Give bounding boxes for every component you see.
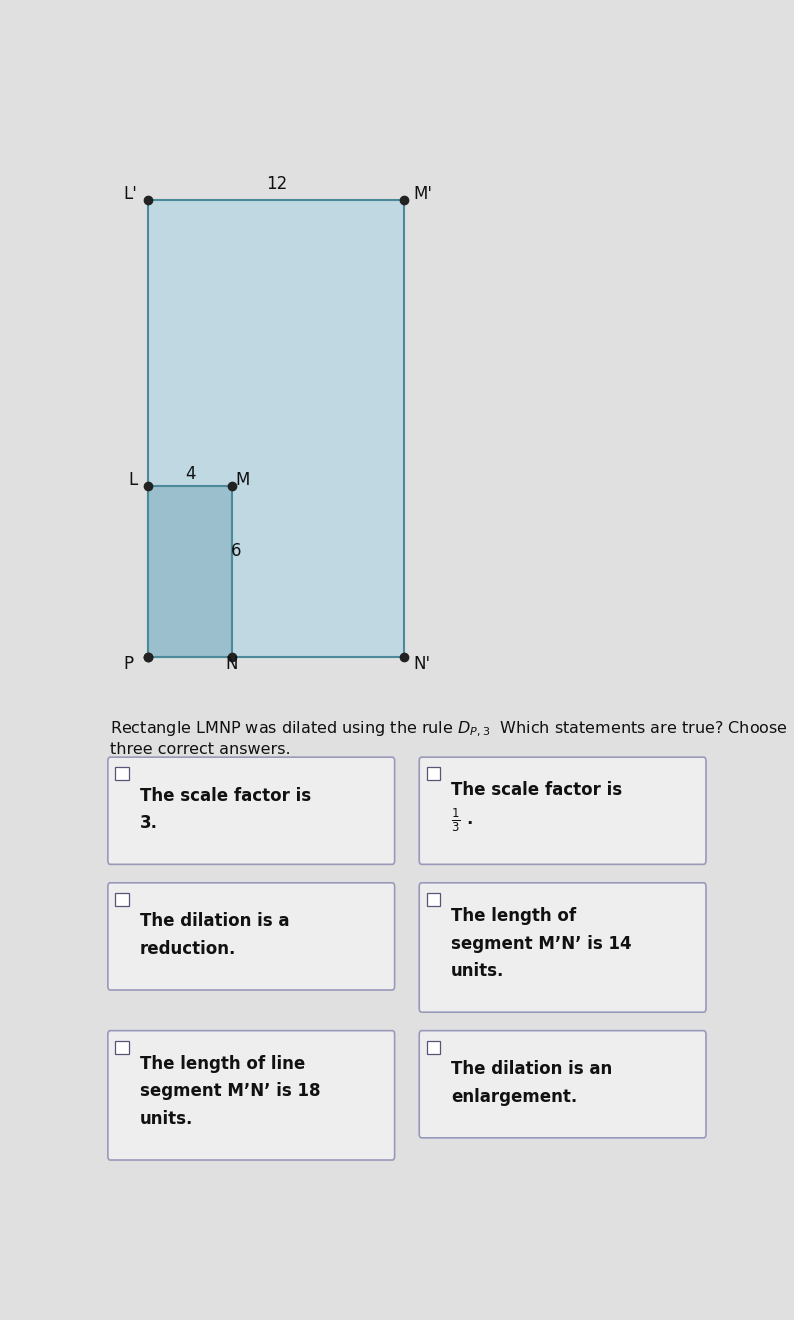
Bar	[115, 767, 129, 780]
Bar	[426, 892, 440, 906]
Text: units.: units.	[451, 962, 505, 981]
Text: L': L'	[124, 185, 137, 202]
Text: M: M	[236, 471, 250, 488]
Text: The scale factor is: The scale factor is	[451, 781, 622, 799]
Text: The length of: The length of	[451, 907, 576, 925]
FancyBboxPatch shape	[419, 758, 706, 865]
Text: The length of line: The length of line	[140, 1055, 305, 1073]
Text: enlargement.: enlargement.	[451, 1088, 577, 1106]
FancyBboxPatch shape	[108, 758, 395, 865]
Text: 12: 12	[266, 176, 287, 193]
Text: The scale factor is: The scale factor is	[140, 787, 311, 805]
Bar	[115, 892, 129, 906]
Bar	[426, 1040, 440, 1053]
Text: The dilation is a: The dilation is a	[140, 912, 289, 931]
Text: 6: 6	[230, 543, 241, 560]
Bar	[148, 487, 232, 657]
Text: three correct answers.: three correct answers.	[110, 742, 291, 758]
Text: P: P	[123, 655, 133, 673]
FancyBboxPatch shape	[108, 1031, 395, 1160]
Text: segment M’N’ is 14: segment M’N’ is 14	[451, 935, 632, 953]
Text: L: L	[128, 471, 137, 488]
FancyBboxPatch shape	[419, 1031, 706, 1138]
Bar	[426, 767, 440, 780]
Text: 4: 4	[185, 466, 195, 483]
FancyBboxPatch shape	[108, 883, 395, 990]
Text: M': M'	[413, 185, 432, 202]
Text: reduction.: reduction.	[140, 940, 237, 958]
Text: N: N	[225, 655, 237, 673]
Bar	[148, 199, 404, 657]
Text: $\frac{1}{3}$ .: $\frac{1}{3}$ .	[451, 807, 473, 834]
Text: The dilation is an: The dilation is an	[451, 1060, 612, 1078]
Bar	[115, 1040, 129, 1053]
Text: N': N'	[413, 655, 430, 673]
Text: Rectangle LMNP was dilated using the rule $D_{P,3}$  Which statements are true? : Rectangle LMNP was dilated using the rul…	[110, 721, 788, 739]
Text: segment M’N’ is 18: segment M’N’ is 18	[140, 1082, 320, 1101]
FancyBboxPatch shape	[419, 883, 706, 1012]
Text: units.: units.	[140, 1110, 193, 1129]
Text: 3.: 3.	[140, 814, 158, 833]
